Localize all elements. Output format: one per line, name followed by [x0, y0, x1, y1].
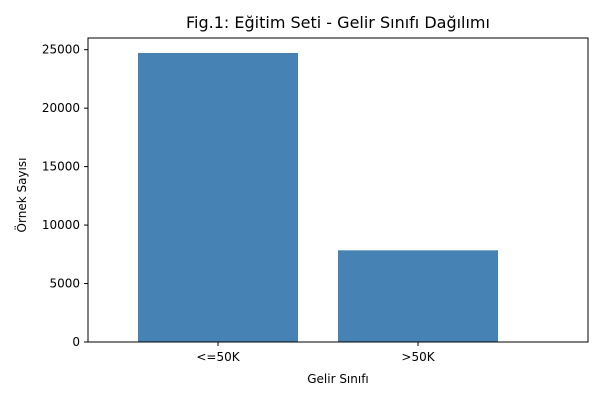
y-tick-label: 15000	[42, 160, 80, 174]
x-tick-label: >50K	[401, 350, 435, 364]
y-tick-label: 5000	[49, 277, 80, 291]
x-axis-label: Gelir Sınıfı	[307, 372, 369, 386]
bar-1	[138, 52, 298, 342]
y-tick-label: 0	[72, 335, 80, 349]
x-tick-label: <=50K	[196, 350, 240, 364]
y-tick-label: 20000	[42, 101, 80, 115]
chart-title: Fig.1: Eğitim Seti - Gelir Sınıfı Dağılı…	[186, 13, 490, 32]
plot-area: 0 5000 10000 15000 20000 25000 <=50K >50K	[42, 37, 589, 364]
y-tick-label: 10000	[42, 218, 80, 232]
bar-2	[338, 250, 498, 342]
y-axis-label: Örnek Sayısı	[13, 158, 29, 233]
y-tick-label: 25000	[42, 43, 80, 57]
plot-frame	[87, 37, 589, 343]
